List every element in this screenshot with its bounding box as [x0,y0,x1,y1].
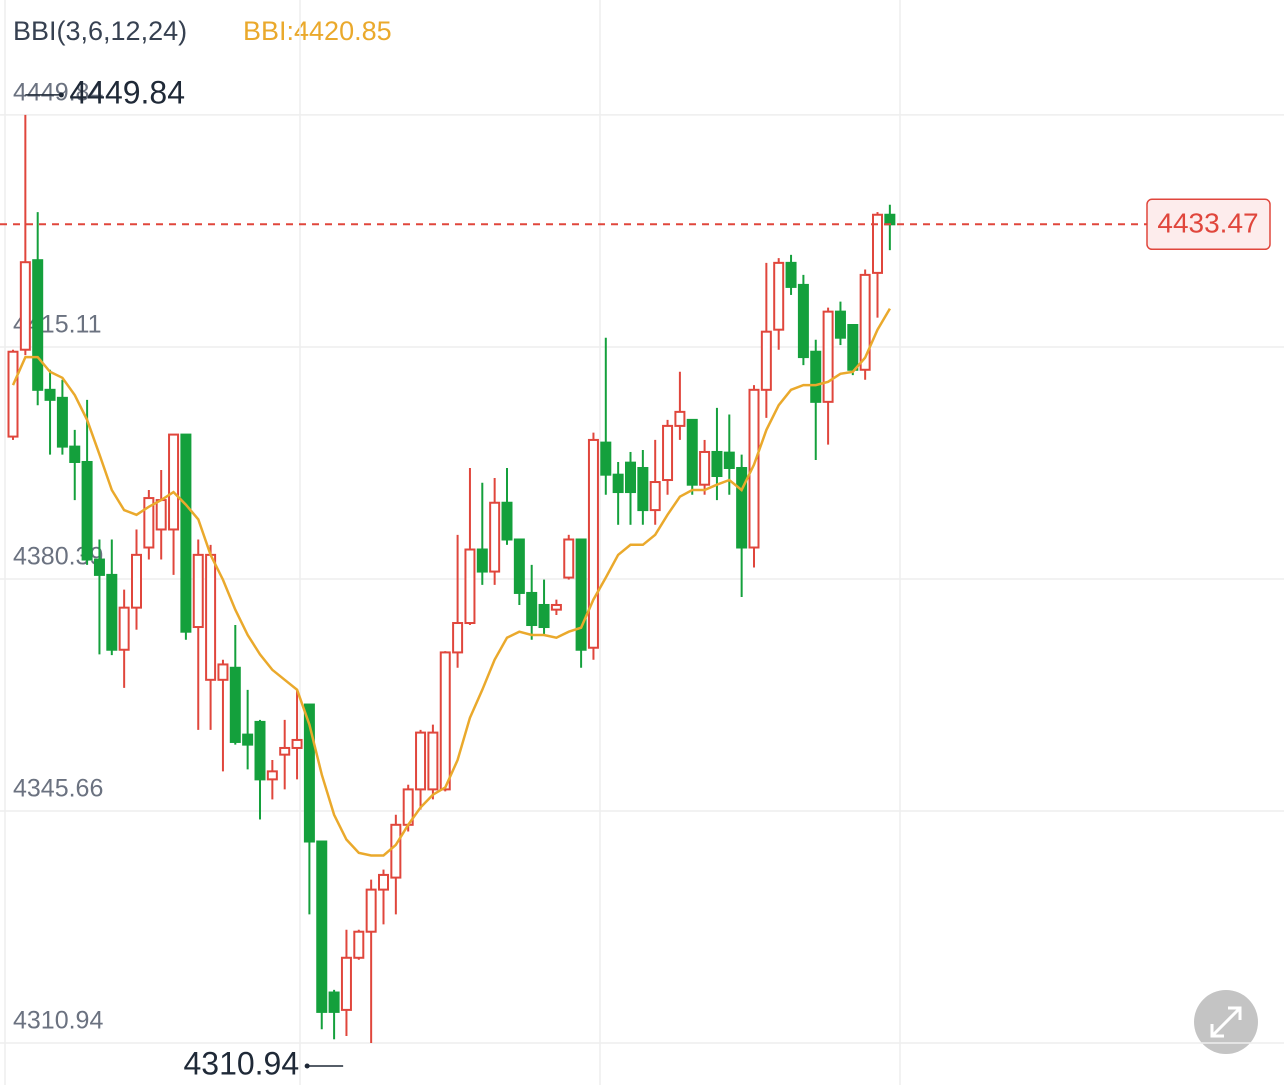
candle-body [266,770,278,781]
candle-body [649,481,661,512]
candle-body [279,746,291,756]
candle-body [699,450,711,486]
candle-body [353,930,365,959]
candle-body [575,538,587,651]
candle-body [834,310,846,339]
y-tick-label: 4345.66 [13,775,103,803]
candle-body [822,310,834,403]
candle-body [242,733,254,746]
high-marker-label: 4449.84 [69,74,185,110]
candle-body [229,666,241,743]
candle-body [662,424,674,482]
candle-body [563,538,575,579]
candle-body [476,548,488,573]
candle-body [501,501,513,541]
indicator-title: BBI(3,6,12,24) [13,16,187,46]
candle-body [625,461,636,494]
low-marker-label: 4310.94 [183,1045,299,1081]
candle-body [19,261,31,351]
candle-body [390,823,402,879]
candle-body [785,261,797,288]
candle-body [847,324,859,371]
candle-body [340,956,352,1011]
candle-body [464,548,476,625]
candle-body [748,388,760,549]
candle-body [415,731,427,791]
candle-body [587,438,599,649]
candle-body [192,553,204,629]
candle-body [118,606,130,651]
candle-body [143,497,155,549]
candle-body [316,840,328,1013]
candle-body [760,330,772,391]
candle-body [155,499,167,531]
indicator-readout: BBI:4420.85 [243,16,392,46]
candle-body [773,261,785,331]
candle-body [328,991,340,1013]
candle-body [711,450,723,478]
candle-body [217,663,229,681]
candle-body [797,283,809,359]
fullscreen-button[interactable] [1194,990,1258,1054]
candle-body [205,553,217,681]
candle-body [303,703,315,843]
candle-body [378,873,389,891]
candle-body [884,213,896,226]
candle-body [254,720,266,781]
candle-body [365,888,377,933]
candle-body [686,418,698,486]
candle-body [513,538,525,594]
candle-body [439,651,451,791]
candle-body [69,445,81,463]
high-marker-dot [58,92,64,98]
candle-body [600,441,612,476]
candle-body [56,396,68,448]
candle-body [131,553,142,609]
candle-body [674,410,686,427]
candle-body [106,573,118,651]
candle-body [93,558,105,576]
fullscreen-icon[interactable] [1210,1006,1242,1038]
candle-body [859,273,871,371]
candle-body [810,350,822,403]
candle-body [291,738,303,749]
candle-body [81,460,93,561]
candle-body [526,591,538,627]
candle-body [723,451,735,469]
candle-body [538,603,550,629]
y-tick-label: 4449.84 [13,79,103,107]
last-price-label: 4433.47 [1157,208,1258,239]
candle-body [32,259,44,391]
candle-body [550,603,562,611]
candle-body [489,501,501,573]
candle-body [637,466,649,512]
candle-body [427,731,439,791]
candle-body [452,622,464,654]
candle-body [612,473,624,494]
candle-body [872,213,883,274]
candle-body [7,350,19,438]
candle-body [736,466,748,549]
bbi-line [11,307,891,857]
last-price-box [1146,198,1271,251]
candle-body [44,388,56,401]
candle-body [180,433,192,633]
y-tick-label: 4310.94 [13,1007,103,1035]
candle-body [168,433,180,531]
